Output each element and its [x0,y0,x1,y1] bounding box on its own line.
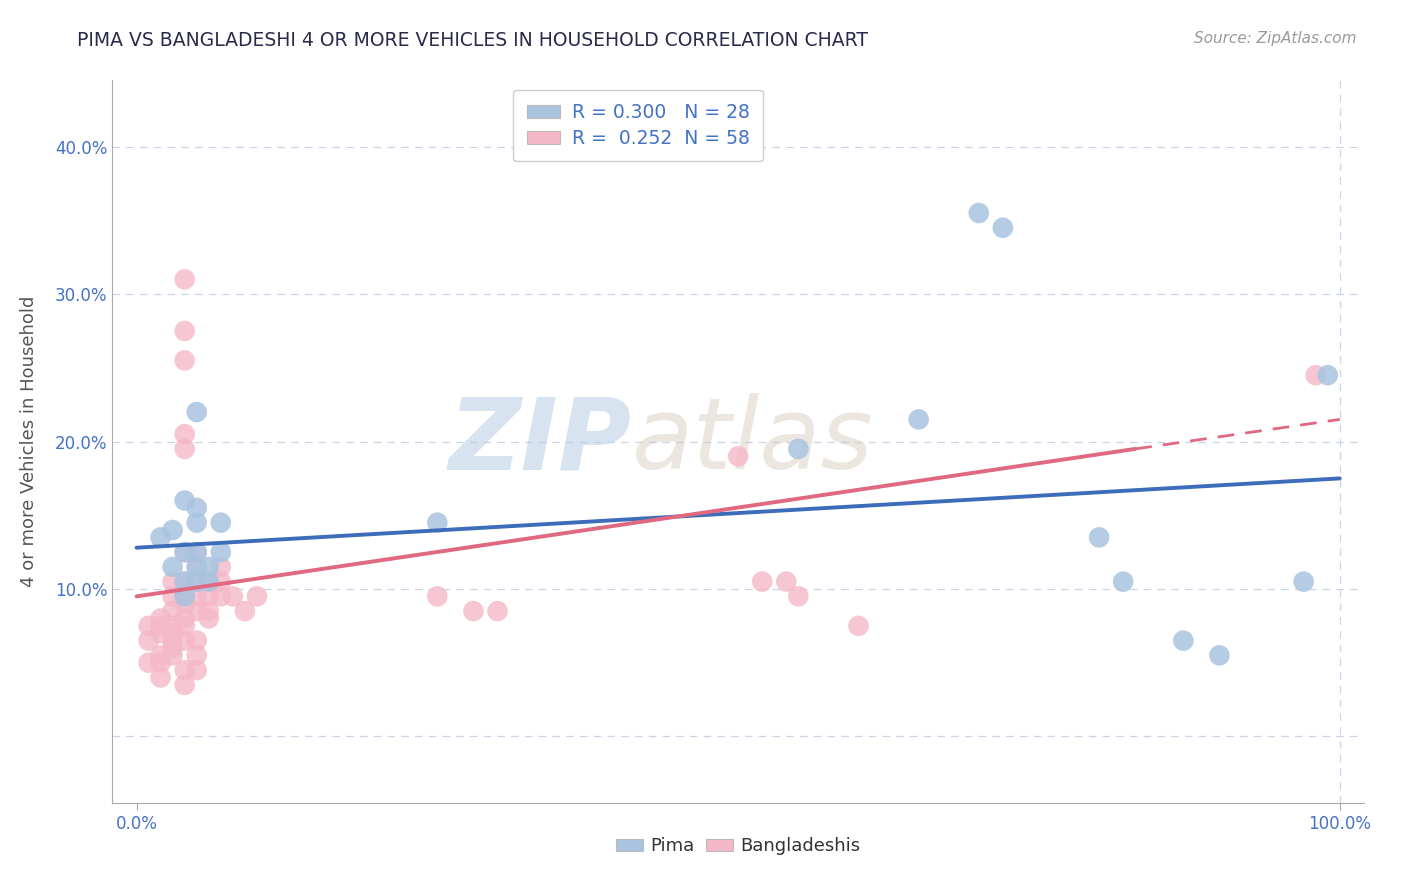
Point [162,604,184,618]
Point [197,590,219,604]
Point [186,516,208,530]
Legend: Pima, Bangladeshis: Pima, Bangladeshis [609,830,868,863]
Point [162,560,184,574]
Point [1316,368,1339,383]
Point [426,590,449,604]
Point [162,640,184,655]
Point [162,626,184,640]
Point [727,450,749,464]
Point [149,619,172,633]
Point [233,604,256,618]
Point [197,560,219,574]
Point [1088,530,1111,544]
Point [209,560,232,574]
Point [787,442,810,456]
Point [173,545,195,559]
Point [1292,574,1315,589]
Point [186,604,208,618]
Point [149,670,172,684]
Point [848,619,870,633]
Point [173,633,195,648]
Point [162,574,184,589]
Point [991,220,1014,235]
Point [162,523,184,537]
Point [186,405,208,419]
Text: ZIP: ZIP [449,393,631,490]
Point [173,442,195,456]
Point [173,574,195,589]
Point [149,611,172,625]
Point [186,633,208,648]
Point [787,590,810,604]
Point [186,574,208,589]
Point [173,663,195,677]
Point [197,574,219,589]
Point [1173,633,1195,648]
Point [149,656,172,670]
Point [138,656,160,670]
Point [246,590,269,604]
Point [173,545,195,559]
Point [1112,574,1135,589]
Point [186,545,208,559]
Point [173,619,195,633]
Point [173,678,195,692]
Point [173,597,195,611]
Point [186,560,208,574]
Point [173,590,195,604]
Point [173,611,195,625]
Point [186,590,208,604]
Point [162,590,184,604]
Point [149,648,172,663]
Point [197,574,219,589]
Point [186,574,208,589]
Point [775,574,797,589]
Text: atlas: atlas [631,393,873,490]
Point [173,574,195,589]
Point [1305,368,1327,383]
Point [463,604,485,618]
Point [967,206,990,220]
Text: PIMA VS BANGLADESHI 4 OR MORE VEHICLES IN HOUSEHOLD CORRELATION CHART: PIMA VS BANGLADESHI 4 OR MORE VEHICLES I… [77,31,869,50]
Point [138,619,160,633]
Point [149,626,172,640]
Point [186,663,208,677]
Point [173,353,195,368]
Point [162,619,184,633]
Point [186,500,208,515]
Point [426,516,449,530]
Point [173,324,195,338]
Point [209,516,232,530]
Point [186,648,208,663]
Point [173,493,195,508]
Point [486,604,509,618]
Point [222,590,245,604]
Point [209,545,232,559]
Point [907,412,929,426]
Point [197,604,219,618]
Point [751,574,773,589]
Point [209,590,232,604]
Point [149,530,172,544]
Point [162,648,184,663]
Point [162,633,184,648]
Point [138,633,160,648]
Text: Source: ZipAtlas.com: Source: ZipAtlas.com [1194,31,1357,46]
Point [186,545,208,559]
Point [173,272,195,286]
Y-axis label: 4 or more Vehicles in Household: 4 or more Vehicles in Household [21,296,38,587]
Point [1208,648,1230,663]
Point [173,590,195,604]
Point [186,560,208,574]
Point [197,611,219,625]
Point [173,427,195,442]
Point [209,574,232,589]
